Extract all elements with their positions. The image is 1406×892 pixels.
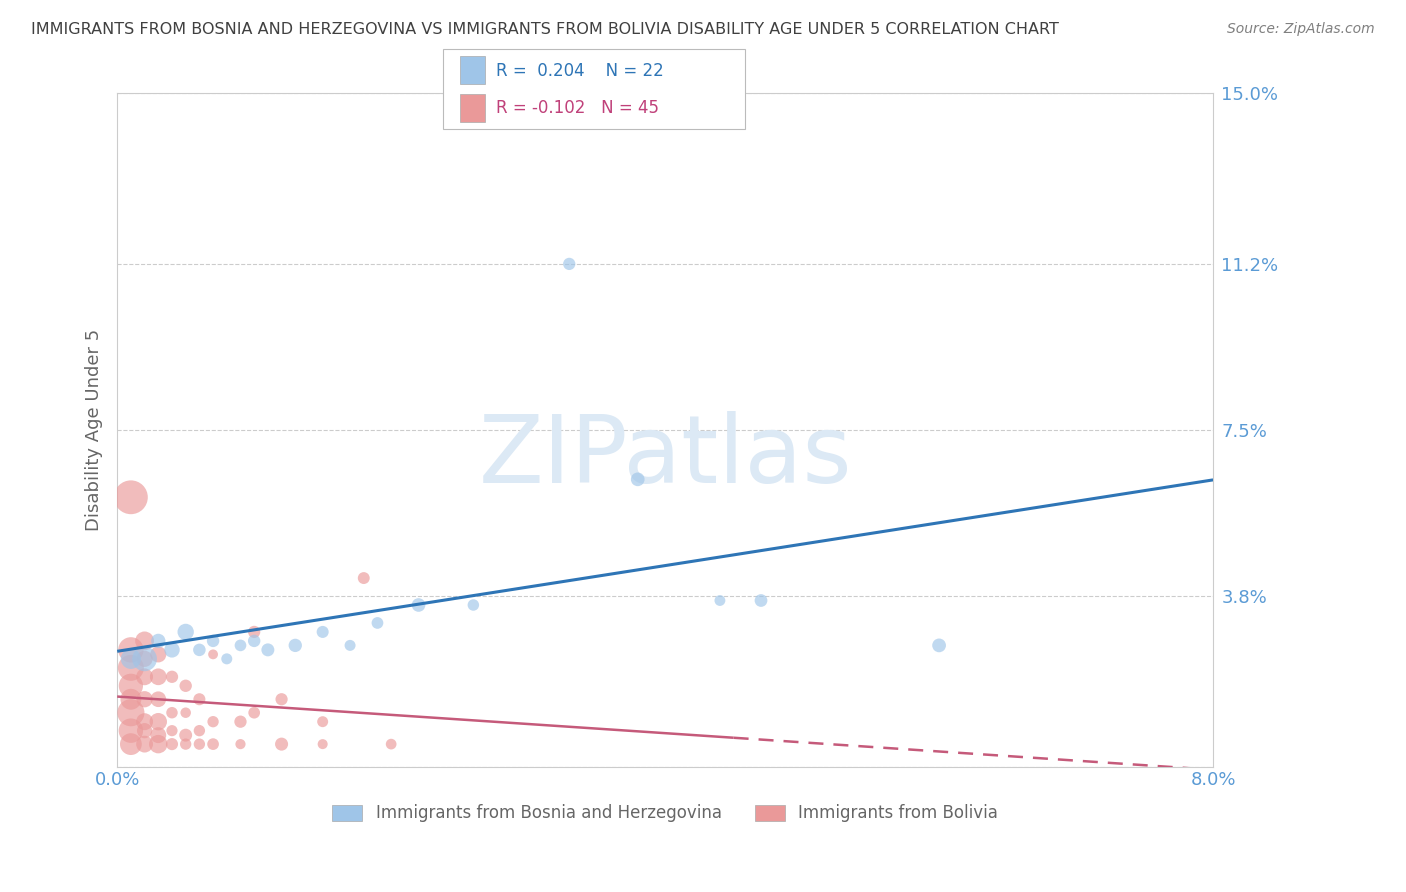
- Point: [134, 652, 156, 666]
- Point: [928, 639, 950, 653]
- Point: [243, 624, 266, 639]
- Point: [120, 737, 142, 751]
- Point: [188, 643, 211, 657]
- Point: [202, 714, 225, 729]
- Point: [148, 714, 170, 729]
- Point: [174, 737, 197, 751]
- Point: [120, 692, 142, 706]
- Point: [134, 737, 156, 751]
- Point: [558, 257, 581, 271]
- Point: [120, 643, 142, 657]
- Point: [257, 643, 280, 657]
- Point: [243, 633, 266, 648]
- Point: [188, 723, 211, 738]
- Point: [188, 692, 211, 706]
- Y-axis label: Disability Age Under 5: Disability Age Under 5: [86, 329, 103, 531]
- Point: [160, 737, 183, 751]
- Point: [120, 661, 142, 675]
- Point: [160, 670, 183, 684]
- Point: [749, 593, 772, 607]
- Point: [148, 737, 170, 751]
- Point: [243, 706, 266, 720]
- Point: [270, 692, 292, 706]
- Point: [134, 670, 156, 684]
- Point: [339, 639, 361, 653]
- Point: [188, 737, 211, 751]
- Point: [120, 723, 142, 738]
- Point: [160, 706, 183, 720]
- Point: [408, 598, 430, 612]
- Point: [160, 643, 183, 657]
- Text: Source: ZipAtlas.com: Source: ZipAtlas.com: [1227, 22, 1375, 37]
- Point: [120, 490, 142, 504]
- Point: [229, 714, 252, 729]
- Point: [134, 714, 156, 729]
- Point: [148, 728, 170, 742]
- Point: [148, 648, 170, 662]
- Point: [215, 652, 238, 666]
- Point: [202, 648, 225, 662]
- Legend: Immigrants from Bosnia and Herzegovina, Immigrants from Bolivia: Immigrants from Bosnia and Herzegovina, …: [332, 805, 998, 822]
- Point: [134, 652, 156, 666]
- Point: [353, 571, 375, 585]
- Point: [174, 706, 197, 720]
- Point: [229, 639, 252, 653]
- Point: [202, 737, 225, 751]
- Point: [120, 652, 142, 666]
- Text: R =  0.204    N = 22: R = 0.204 N = 22: [496, 62, 664, 79]
- Point: [160, 723, 183, 738]
- Point: [174, 728, 197, 742]
- Text: R = -0.102   N = 45: R = -0.102 N = 45: [496, 99, 659, 117]
- Point: [134, 723, 156, 738]
- Point: [134, 692, 156, 706]
- Point: [174, 624, 197, 639]
- Point: [380, 737, 402, 751]
- Point: [148, 670, 170, 684]
- Point: [311, 624, 333, 639]
- Point: [120, 706, 142, 720]
- Point: [463, 598, 485, 612]
- Point: [148, 692, 170, 706]
- Text: ZIPatlas: ZIPatlas: [478, 411, 852, 503]
- Text: IMMIGRANTS FROM BOSNIA AND HERZEGOVINA VS IMMIGRANTS FROM BOLIVIA DISABILITY AGE: IMMIGRANTS FROM BOSNIA AND HERZEGOVINA V…: [31, 22, 1059, 37]
- Point: [311, 737, 333, 751]
- Point: [311, 714, 333, 729]
- Point: [229, 737, 252, 751]
- Point: [270, 737, 292, 751]
- Point: [366, 615, 388, 630]
- Point: [134, 633, 156, 648]
- Point: [202, 633, 225, 648]
- Point: [709, 593, 731, 607]
- Point: [148, 633, 170, 648]
- Point: [174, 679, 197, 693]
- Point: [627, 472, 650, 486]
- Point: [284, 639, 307, 653]
- Point: [120, 679, 142, 693]
